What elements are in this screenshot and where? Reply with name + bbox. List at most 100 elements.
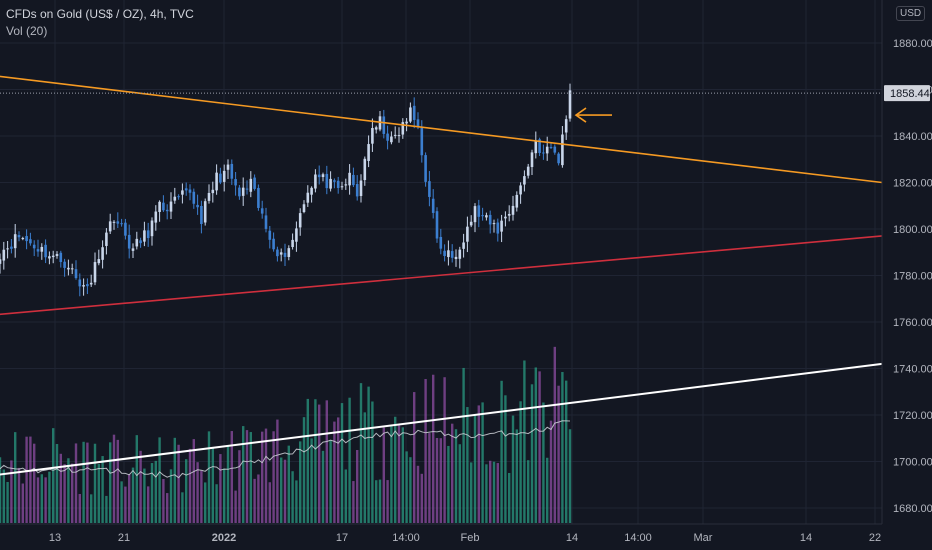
volume-bar xyxy=(481,402,484,523)
candle-body xyxy=(181,190,184,195)
volume-bar xyxy=(188,448,192,523)
arrow-annotation[interactable] xyxy=(574,107,612,123)
candle-body xyxy=(500,220,503,232)
volume-bar xyxy=(325,400,328,523)
candle-body xyxy=(481,215,484,217)
volume-bar xyxy=(25,436,28,523)
volume-bar xyxy=(63,464,66,523)
y-tick-label: 1740.00 xyxy=(893,364,932,376)
volume-bar xyxy=(390,426,393,523)
volume-bar xyxy=(67,458,70,523)
volume-bar xyxy=(257,474,260,523)
candle-body xyxy=(325,173,329,189)
candle-body xyxy=(177,196,180,198)
candle-body xyxy=(116,221,120,224)
volume-bar xyxy=(105,495,108,523)
y-tick-label: 1720.00 xyxy=(893,410,932,422)
volume-bar xyxy=(71,463,74,523)
candle-body xyxy=(420,128,424,156)
grid xyxy=(0,0,882,524)
y-tick-label: 1760.00 xyxy=(893,317,932,329)
candle-body xyxy=(192,191,196,204)
ascending-support[interactable] xyxy=(0,235,883,316)
candle-body xyxy=(329,178,332,189)
volume-bar xyxy=(158,437,161,523)
volume-bars xyxy=(0,346,572,523)
candle-body xyxy=(249,178,253,192)
descending-trendline[interactable] xyxy=(0,75,883,184)
volume-bar xyxy=(496,463,499,523)
volume-bar xyxy=(207,431,211,523)
candle-body xyxy=(74,269,78,279)
volume-bar xyxy=(238,450,241,523)
candle-body xyxy=(367,144,370,161)
svg-text:1858.44: 1858.44 xyxy=(890,88,930,100)
candle-body xyxy=(507,213,511,216)
volume-bar xyxy=(52,428,55,523)
y-tick-label: 1800.00 xyxy=(893,224,932,236)
candle-body xyxy=(511,205,515,215)
price-scale[interactable]: 1680.00 1700.00 1720.00 1740.00 1760.00 1780.… xyxy=(881,0,932,550)
volume-bar xyxy=(139,450,142,523)
candle-body xyxy=(82,285,85,287)
candle-body xyxy=(268,230,272,240)
candle-body xyxy=(89,282,93,285)
volume-bar xyxy=(211,448,214,523)
candle-body xyxy=(538,139,541,153)
volume-bar xyxy=(185,459,188,523)
candle-body xyxy=(139,240,142,244)
y-tick-label: 1880.00 xyxy=(893,38,932,50)
candle-body xyxy=(86,284,89,287)
candle-body xyxy=(466,226,469,242)
candle-body xyxy=(302,204,306,213)
candle-body xyxy=(435,211,439,239)
volume-bar xyxy=(55,444,59,523)
long-term-trendline[interactable] xyxy=(0,362,883,476)
candle-body xyxy=(200,205,203,225)
last-price-label: 1858.44 xyxy=(884,85,930,102)
candle-body xyxy=(314,174,317,189)
candle-body xyxy=(67,267,70,270)
x-tick-label: 14:00 xyxy=(624,532,652,544)
candle-body xyxy=(549,147,553,149)
volume-bar xyxy=(124,486,127,523)
candle-body xyxy=(222,170,226,182)
volume-bar xyxy=(458,444,461,523)
volume-bar xyxy=(131,467,135,523)
candle-body xyxy=(108,221,112,232)
candle-body xyxy=(257,187,260,208)
volume-bar xyxy=(48,471,51,523)
candle-body xyxy=(25,236,28,242)
volume-bar xyxy=(128,474,131,523)
volume-bar xyxy=(78,493,81,523)
volume-bar xyxy=(2,469,5,523)
candle-body xyxy=(530,152,534,168)
volume-bar xyxy=(553,346,556,523)
candle-body xyxy=(203,201,207,223)
candle-body xyxy=(542,152,545,154)
x-tick-label: 14 xyxy=(566,532,578,544)
volume-bar xyxy=(44,477,47,523)
candle-body xyxy=(51,255,55,258)
volume-bar xyxy=(557,385,560,523)
candle-body xyxy=(355,184,359,197)
volume-bar xyxy=(435,437,439,523)
volume-bar xyxy=(394,416,397,523)
volume-bar xyxy=(454,429,458,523)
volume-bar xyxy=(371,401,374,523)
candle-body xyxy=(44,244,47,258)
volume-bar xyxy=(283,459,287,523)
candle-body xyxy=(215,172,218,191)
volume-bar xyxy=(291,471,294,523)
time-axis[interactable]: 13 21 2022 17 14:00 Feb 14 14:00 Mar 14 22 xyxy=(0,523,932,550)
candle-body xyxy=(211,189,215,194)
candle-body xyxy=(17,235,21,238)
candle-body xyxy=(158,201,161,212)
volume-bar xyxy=(504,395,507,523)
volume-bar xyxy=(261,431,264,523)
currency-badge[interactable]: USD xyxy=(896,6,926,21)
candle-body xyxy=(260,208,264,214)
volume-bar xyxy=(287,445,290,523)
candle-body xyxy=(29,239,32,244)
